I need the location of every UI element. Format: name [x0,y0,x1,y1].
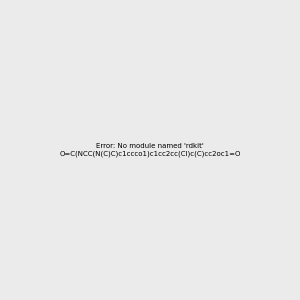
Text: Error: No module named 'rdkit'
O=C(NCC(N(C)C)c1ccco1)c1cc2cc(Cl)c(C)cc2oc1=O: Error: No module named 'rdkit' O=C(NCC(N… [59,143,241,157]
